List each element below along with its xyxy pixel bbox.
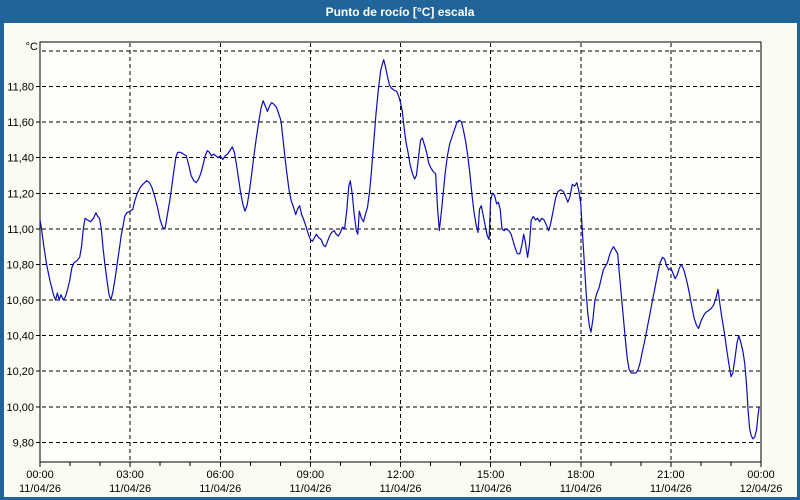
y-tick-label: 10,80	[6, 259, 34, 271]
x-tick-date-label: 11/04/26	[109, 483, 151, 495]
y-tick-label: 11,40	[7, 153, 34, 165]
x-tick-time-label: 06:00	[206, 469, 234, 481]
y-tick-label: 10,20	[6, 366, 34, 378]
x-tick-date-label: 11/04/26	[289, 483, 331, 495]
y-tick-label: 11,80	[7, 81, 34, 93]
x-tick-time-label: 00:00	[26, 469, 54, 481]
x-tick-time-label: 18:00	[567, 469, 595, 481]
window-border-bottom	[0, 497, 800, 500]
y-tick-label: 10,60	[6, 295, 34, 307]
window-border-right	[797, 0, 800, 500]
y-unit-label: °C	[26, 41, 38, 53]
x-tick-date-label: 11/04/26	[650, 483, 692, 495]
title-bar: Punto de rocío [°C] escala	[0, 0, 800, 23]
y-tick-label: 9,80	[13, 437, 34, 449]
x-tick-time-label: 00:00	[747, 469, 775, 481]
plot-background	[40, 42, 761, 462]
x-tick-date-label: 11/04/26	[560, 483, 602, 495]
y-tick-label: 11,20	[7, 188, 34, 200]
y-tick-label: 10,40	[6, 331, 34, 343]
x-tick-time-label: 03:00	[116, 469, 144, 481]
x-tick-time-label: 21:00	[657, 469, 685, 481]
x-tick-date-label: 11/04/26	[379, 483, 421, 495]
y-tick-label: 10,00	[6, 402, 34, 414]
window-border-left	[0, 0, 4, 500]
x-tick-date-label: 11/04/26	[470, 483, 512, 495]
x-tick-date-label: 12/04/26	[740, 483, 783, 495]
y-tick-label: 11,00	[7, 224, 34, 236]
x-tick-date-label: 11/04/26	[19, 483, 61, 495]
x-tick-time-label: 15:00	[477, 469, 505, 481]
window-title: Punto de rocío [°C] escala	[325, 4, 475, 19]
x-tick-date-label: 11/04/26	[199, 483, 241, 495]
y-tick-label: 11,60	[7, 117, 34, 129]
x-tick-time-label: 12:00	[387, 469, 415, 481]
x-tick-time-label: 09:00	[297, 469, 325, 481]
data-line	[39, 59, 760, 440]
